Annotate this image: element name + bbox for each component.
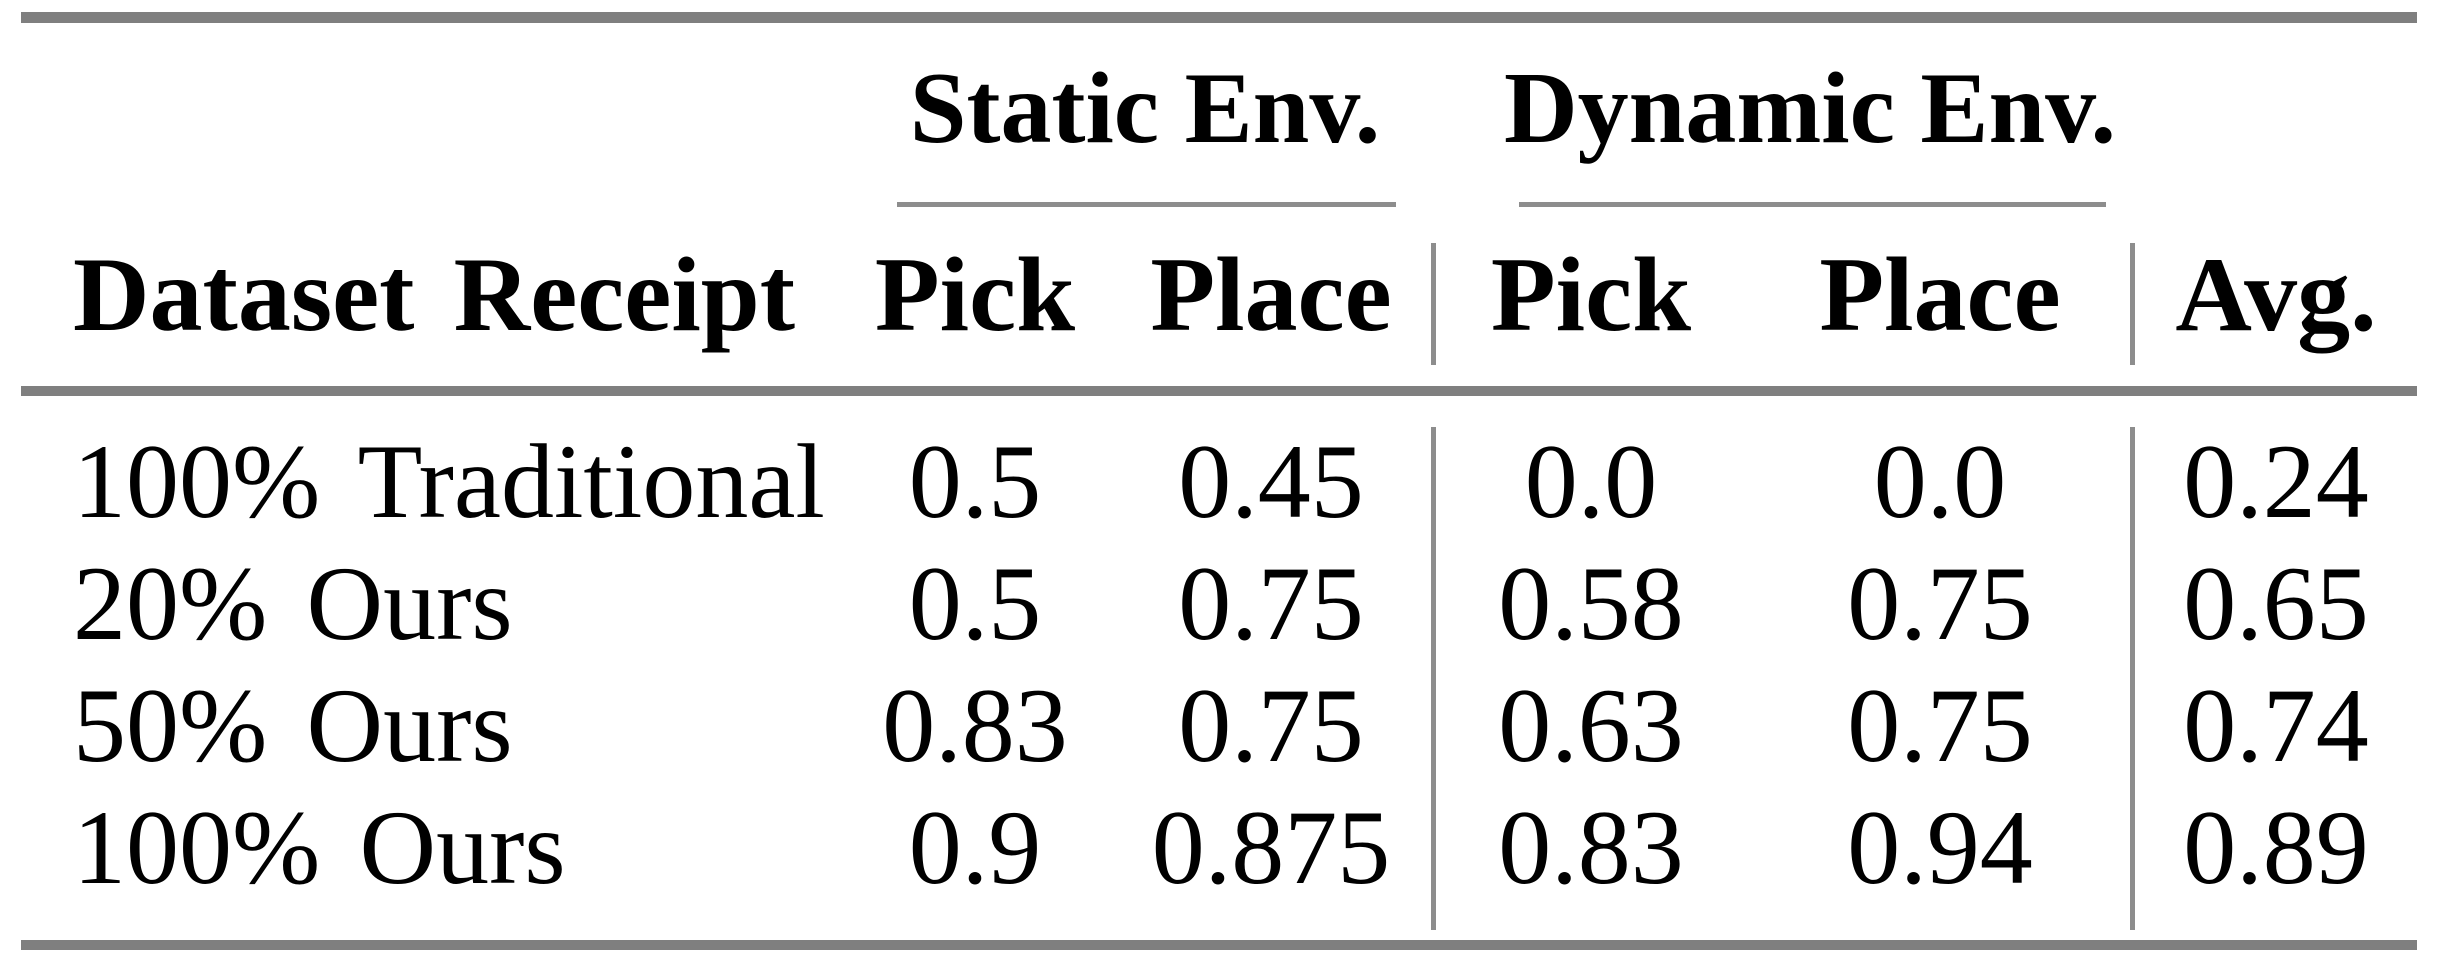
value-avg: 0.89 — [2183, 789, 2369, 906]
table-header-rule — [21, 386, 2417, 396]
column-separator-static-dynamic-header — [1431, 243, 1436, 365]
table-bottom-rule — [21, 940, 2417, 950]
column-separator-static-dynamic-body — [1431, 427, 1436, 930]
value-avg: 0.74 — [2183, 667, 2369, 784]
value-dynamic-place: 0.94 — [1847, 789, 2033, 906]
value-dynamic-place: 0.0 — [1873, 423, 2007, 540]
value-static-pick: 0.83 — [882, 667, 1068, 784]
row-label: 100% Ours — [73, 789, 566, 906]
column-header-row: Dataset Receipt Pick Place Pick Place Av… — [21, 230, 2417, 360]
cmidrule-static-env — [897, 202, 1396, 207]
value-dynamic-pick: 0.0 — [1524, 423, 1658, 540]
value-static-place: 0.875 — [1151, 789, 1391, 906]
value-avg: 0.65 — [2183, 545, 2369, 662]
value-avg: 0.24 — [2183, 423, 2369, 540]
column-header-dynamic-place: Place — [1819, 236, 2061, 353]
row-label: 100% Traditional — [73, 423, 825, 540]
value-dynamic-pick: 0.63 — [1498, 667, 1684, 784]
row-label: 20% Ours — [73, 545, 513, 662]
column-header-dataset-receipt: Dataset Receipt — [73, 236, 796, 353]
value-static-place: 0.45 — [1178, 423, 1364, 540]
value-dynamic-pick: 0.83 — [1498, 789, 1684, 906]
value-dynamic-place: 0.75 — [1847, 667, 2033, 784]
value-static-place: 0.75 — [1178, 545, 1364, 662]
column-separator-dynamic-avg-header — [2130, 243, 2135, 365]
column-separator-dynamic-avg-body — [2130, 427, 2135, 930]
group-header-dynamic-env: Dynamic Env. — [1503, 51, 2117, 165]
column-header-static-pick: Pick — [874, 236, 1076, 353]
value-static-pick: 0.5 — [908, 423, 1042, 540]
column-header-dynamic-pick: Pick — [1490, 236, 1692, 353]
table-row: 20% Ours 0.5 0.75 0.58 0.75 0.65 — [21, 543, 2417, 665]
value-static-place: 0.75 — [1178, 667, 1364, 784]
table-row: 100% Traditional 0.5 0.45 0.0 0.0 0.24 — [21, 421, 2417, 543]
group-header-static-env: Static Env. — [909, 51, 1381, 165]
row-label: 50% Ours — [73, 667, 513, 784]
value-static-pick: 0.5 — [908, 545, 1042, 662]
table-row: 100% Ours 0.9 0.875 0.83 0.94 0.89 — [21, 787, 2417, 909]
value-static-pick: 0.9 — [908, 789, 1042, 906]
column-header-static-place: Place — [1150, 236, 1392, 353]
value-dynamic-place: 0.75 — [1847, 545, 2033, 662]
column-header-avg: Avg. — [2175, 236, 2377, 353]
value-dynamic-pick: 0.58 — [1498, 545, 1684, 662]
table-top-rule — [21, 12, 2417, 23]
cmidrule-dynamic-env — [1519, 202, 2106, 207]
table-row: 50% Ours 0.83 0.75 0.63 0.75 0.74 — [21, 665, 2417, 787]
